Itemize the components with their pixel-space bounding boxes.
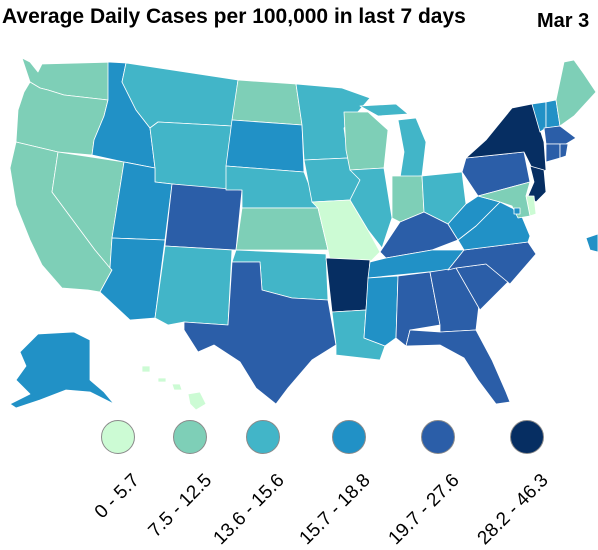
state-wi[interactable]	[343, 111, 389, 171]
state-ks[interactable]	[235, 207, 329, 251]
map-date: Mar 3	[537, 10, 590, 32]
state-nd[interactable]	[231, 79, 303, 126]
us-choropleth-map	[9, 57, 598, 411]
state-mi[interactable]	[397, 117, 427, 179]
legend-swatch	[173, 420, 207, 454]
legend-item: 13.6 - 15.6	[210, 420, 289, 549]
state-hi-4[interactable]	[141, 365, 151, 373]
state-ma[interactable]	[543, 125, 577, 145]
legend-swatch	[101, 420, 135, 454]
legend-item: 15.7 - 18.8	[296, 420, 375, 549]
state-nj[interactable]	[527, 165, 547, 203]
state-nm[interactable]	[154, 245, 233, 326]
state-dc[interactable]	[513, 207, 521, 215]
legend-item: 0 - 5.7	[91, 420, 144, 530]
state-ar[interactable]	[325, 257, 371, 313]
legend-item: 19.7 - 27.6	[385, 420, 464, 549]
state-mi-up[interactable]	[359, 103, 409, 117]
legend-item: 7.5 - 12.5	[144, 420, 216, 542]
legend-swatch	[421, 420, 455, 454]
legend-swatch	[332, 420, 366, 454]
state-ny[interactable]	[465, 103, 547, 177]
legend-swatch	[510, 420, 544, 454]
state-co[interactable]	[164, 183, 243, 251]
state-hi-1[interactable]	[187, 391, 207, 411]
state-wy[interactable]	[149, 121, 233, 191]
state-az[interactable]	[99, 237, 166, 321]
map-title: Average Daily Cases per 100,000 in last …	[2, 5, 466, 28]
state-pa[interactable]	[461, 151, 531, 197]
state-me[interactable]	[555, 59, 597, 127]
legend-item: 28.2 - 46.3	[474, 420, 553, 549]
state-ak[interactable]	[9, 331, 115, 409]
state-ct[interactable]	[545, 143, 561, 163]
state-il[interactable]	[349, 167, 393, 249]
state-ms[interactable]	[363, 275, 399, 347]
state-hi-2[interactable]	[171, 383, 183, 391]
state-ri[interactable]	[559, 143, 569, 159]
state-pr[interactable]	[585, 233, 598, 253]
state-fl[interactable]	[405, 329, 511, 405]
legend-range-label: 0 - 5.7	[90, 470, 144, 523]
state-sd[interactable]	[225, 119, 305, 173]
legend-swatch	[246, 420, 280, 454]
state-hi-3[interactable]	[157, 377, 167, 383]
state-tx[interactable]	[183, 261, 337, 405]
